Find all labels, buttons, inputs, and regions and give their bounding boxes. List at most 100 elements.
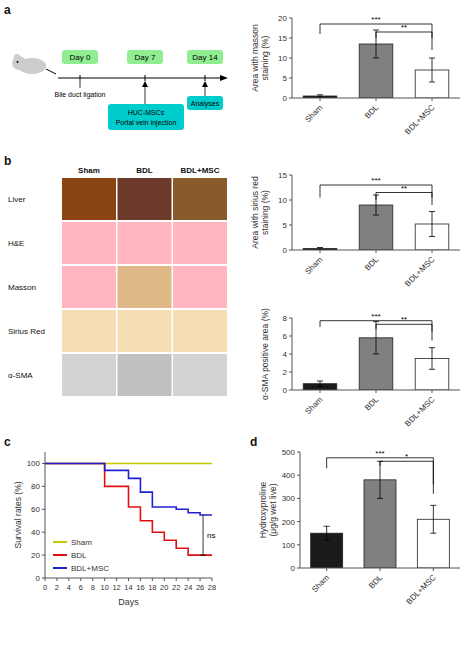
y-tick [289, 175, 292, 176]
x-tick-label: 10 [100, 583, 108, 592]
x-tick [320, 98, 321, 101]
image-cell [173, 266, 227, 308]
y-tick-label: 4 [283, 350, 288, 359]
x-tick-label: 24 [184, 583, 192, 592]
y-tick [297, 452, 300, 453]
timeline-note: HUC-MSCs [128, 109, 165, 116]
x-tick [116, 578, 117, 581]
x-tick [164, 578, 165, 581]
x-tick [188, 578, 189, 581]
y-tick-label: 20 [31, 551, 40, 560]
legend-label: BDL [71, 551, 87, 560]
significance-bracket [376, 193, 432, 206]
x-tick-label: 2 [55, 583, 59, 592]
significance-label: ** [401, 315, 407, 324]
y-tick-label: 10 [278, 196, 287, 205]
x-tick [104, 578, 105, 581]
y-tick-label: 20 [278, 14, 287, 23]
panel-title: d [250, 435, 257, 449]
row-label: H&E [8, 239, 24, 248]
x-tick [45, 578, 46, 581]
y-axis-label: staining (%) [260, 35, 270, 80]
y-tick-label: 0 [283, 386, 288, 395]
y-axis-label: Hydroxyproline [258, 481, 268, 538]
image-cell [118, 310, 172, 352]
y-tick [289, 18, 292, 19]
y-tick [42, 463, 45, 464]
x-tick [380, 568, 381, 571]
y-tick [289, 58, 292, 59]
x-tick-label: 6 [79, 583, 83, 592]
y-tick-label: 15 [278, 171, 287, 180]
timeline-note: Bile duct ligation [55, 91, 106, 99]
x-tick [92, 578, 93, 581]
y-tick [289, 38, 292, 39]
x-tick [320, 390, 321, 393]
y-tick [42, 532, 45, 533]
significance-label: ** [401, 23, 407, 32]
x-tick-label: 26 [196, 583, 204, 592]
y-tick-label: 200 [282, 518, 296, 527]
y-tick-label: 300 [282, 494, 296, 503]
y-tick-label: 2 [283, 368, 288, 377]
timeline-note: Analyses [191, 100, 220, 108]
x-tick [326, 568, 327, 571]
y-tick [297, 475, 300, 476]
y-tick [42, 509, 45, 510]
panel-title: a [4, 3, 11, 17]
plot-area [303, 322, 449, 390]
y-tick-label: 5 [283, 74, 288, 83]
error-bar [377, 461, 383, 498]
legend-swatch [53, 567, 67, 569]
image-cell [118, 266, 172, 308]
y-tick-label: 60 [31, 505, 40, 514]
y-tick-label: 10 [278, 54, 287, 63]
plot-area [303, 30, 449, 98]
plot-area [303, 195, 449, 250]
y-tick [289, 354, 292, 355]
day-label: Day 0 [70, 53, 91, 62]
y-tick-label: 0 [283, 94, 288, 103]
y-tick [42, 486, 45, 487]
day-label: Day 14 [192, 53, 218, 62]
x-tick [56, 578, 57, 581]
row-label: Liver [8, 195, 26, 204]
y-tick-label: 0 [283, 246, 288, 255]
significance-label: *** [371, 176, 380, 185]
figure: aDay 0Day 7Day 14Bile duct ligationHUC-M… [0, 0, 474, 646]
y-axis-line [45, 452, 46, 578]
y-tick [297, 544, 300, 545]
survival-line [45, 463, 212, 555]
y-tick-label: 0 [291, 564, 296, 573]
y-tick-label: 100 [27, 459, 41, 468]
column-label: BDL [136, 166, 153, 175]
connector-head [202, 81, 208, 87]
bar-chart: 05101520ShamBDLBDL+MSCArea with massonst… [250, 14, 460, 136]
significance-label: *** [371, 312, 380, 321]
image-cell [62, 310, 116, 352]
y-axis-label: α-SMA positive area (%) [260, 308, 270, 400]
ns-label: ns [207, 531, 215, 540]
significance-bracket [380, 461, 433, 493]
image-cell [62, 266, 116, 308]
y-tick [289, 318, 292, 319]
error-bar [324, 526, 330, 540]
x-tick [212, 578, 213, 581]
y-tick [42, 555, 45, 556]
x-tick-label: 18 [148, 583, 156, 592]
error-bar [429, 58, 435, 82]
x-tick-label: BDL [367, 573, 385, 591]
y-tick-label: 6 [283, 332, 288, 341]
image-grid-panel: bShamBDLBDL+MSCLiverH&EMassonSirius Redα… [4, 154, 227, 396]
y-tick-label: 80 [31, 482, 40, 491]
mouse-tail [46, 69, 56, 74]
x-tick-label: 28 [208, 583, 216, 592]
significance-label: *** [371, 15, 380, 24]
significance-label: *** [375, 449, 384, 458]
x-tick-label: Sham [303, 103, 324, 124]
plot-area [311, 461, 450, 568]
x-tick [68, 578, 69, 581]
y-tick [297, 498, 300, 499]
x-tick [320, 250, 321, 253]
x-tick-label: 22 [172, 583, 180, 592]
